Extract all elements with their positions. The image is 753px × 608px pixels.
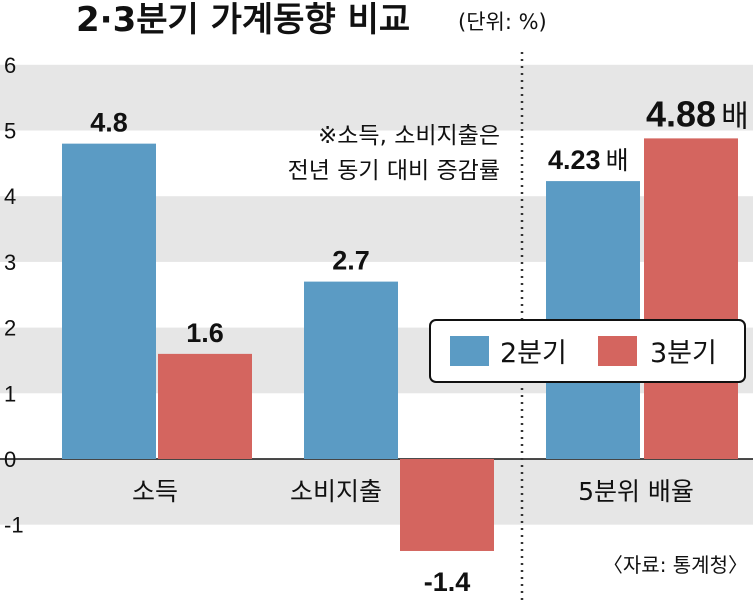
data-label: 4.8: [90, 108, 128, 138]
grid-band: [0, 64, 753, 131]
y-tick-label: -1: [4, 513, 24, 538]
data-label: 2.7: [332, 246, 370, 276]
y-tick-label: 2: [4, 316, 16, 341]
bars: [62, 138, 738, 551]
source-label: 〈자료: 통계청〉: [603, 553, 748, 577]
data-label: -1.4: [424, 567, 471, 597]
bar: [304, 281, 398, 459]
note-line-2: 전년 동기 대비 증감률: [288, 158, 500, 184]
category-label: 소득: [132, 477, 178, 506]
legend-swatch-q2: [450, 336, 489, 366]
bar: [62, 143, 156, 459]
legend-label-q3: 3분기: [650, 338, 717, 369]
legend-label-q2: 2분기: [500, 338, 567, 369]
y-tick-label: 3: [4, 250, 16, 275]
unit-label: (단위: %): [458, 10, 547, 34]
data-label: 1.6: [186, 318, 224, 348]
bar: [644, 138, 738, 459]
category-label: 5분위 배율: [578, 477, 694, 506]
bar: [400, 459, 494, 551]
y-tick-label: 1: [4, 381, 16, 406]
data-label: 4.23 배: [548, 145, 629, 175]
legend-box: [429, 319, 746, 383]
category-label: 소비지출: [290, 477, 382, 506]
grid-band: [0, 459, 753, 525]
y-tick-label: 5: [4, 119, 16, 144]
y-tick-label: 0: [4, 447, 16, 472]
data-labels: 4.8 2.7 4.23 배 1.6 -1.4 4.88 배: [90, 93, 748, 597]
y-axis: 6 5 4 3 2 1 0 -1: [4, 53, 24, 538]
y-tick-label: 6: [4, 53, 16, 78]
y-tick-label: 4: [4, 184, 16, 209]
bar: [158, 353, 252, 459]
legend-swatch-q3: [598, 336, 637, 366]
category-labels: 소득 소비지출 5분위 배율: [132, 477, 694, 506]
legend: 2분기 3분기: [429, 319, 746, 383]
note-line-1: ※소득, 소비지출은: [318, 123, 500, 149]
data-label-suffix: 배: [721, 99, 749, 134]
data-label: 4.88 배: [646, 93, 749, 134]
chart-title: 2·3분기 가계동향 비교: [76, 0, 410, 40]
data-label-suffix: 배: [606, 146, 629, 175]
